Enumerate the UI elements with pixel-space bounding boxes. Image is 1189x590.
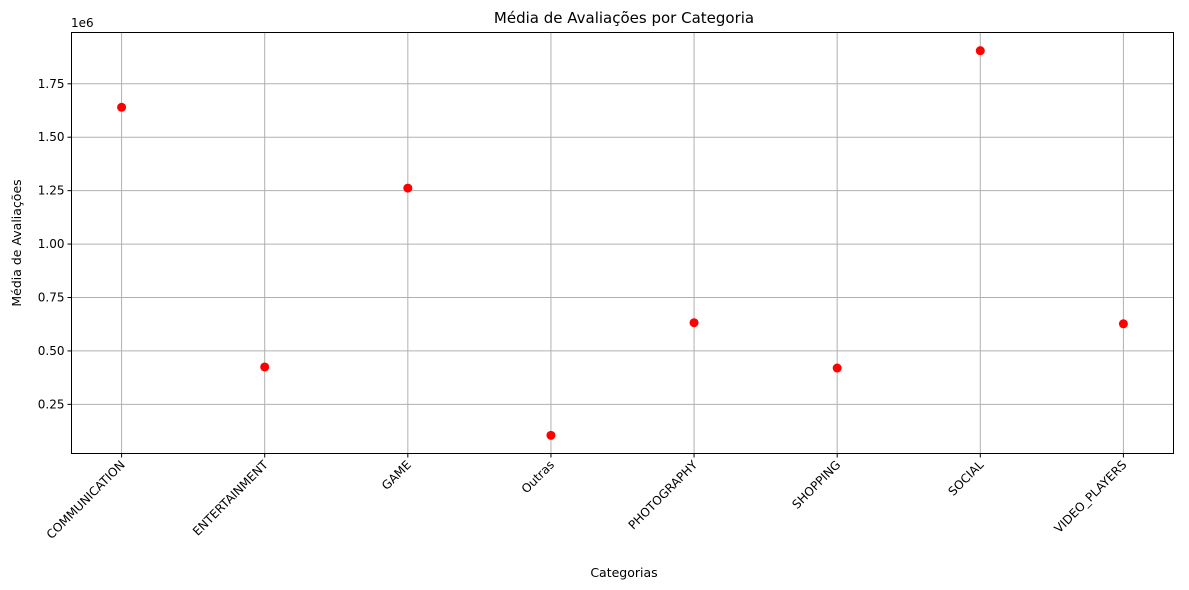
x-tick-label: GAME (379, 458, 414, 493)
x-tick-label: VIDEO_PLAYERS (1051, 458, 1129, 536)
data-point (403, 183, 413, 193)
x-tick-label: ENTERTAINMENT (190, 457, 271, 538)
y-tick-label: 0.75 (38, 290, 65, 304)
plot-frame (71, 32, 1174, 454)
y-tick-label: 0.50 (38, 344, 65, 358)
y-tick-label: 1.25 (38, 184, 65, 198)
chart-title: Média de Avaliações por Categoria (494, 9, 754, 27)
y-axis-label: Média de Avaliações (9, 179, 24, 306)
y-tick-label: 1.75 (38, 77, 65, 91)
x-tick-label: Outras (519, 458, 557, 496)
data-points (117, 46, 1128, 440)
data-point (832, 363, 842, 373)
x-tick-label: SHOPPING (789, 458, 843, 512)
y-tick-label: 1.50 (38, 130, 65, 144)
y-tick-label: 1.00 (38, 237, 65, 251)
x-tick-label: COMMUNICATION (44, 458, 128, 542)
y-axis-offset-label: 1e6 (71, 16, 94, 30)
grid-lines (71, 32, 1174, 454)
data-point (546, 430, 556, 440)
x-axis-label: Categorias (590, 565, 657, 580)
x-tick-label: SOCIAL (945, 457, 986, 498)
data-point (689, 318, 699, 328)
y-tick-label: 0.25 (38, 397, 65, 411)
data-point (1118, 319, 1128, 329)
x-axis-ticks: COMMUNICATION ENTERTAINMENT GAME Outras PHOT… (44, 453, 1130, 542)
data-point (975, 46, 985, 56)
data-point (117, 102, 127, 112)
y-axis-ticks: 0.25 0.50 0.75 1.00 1.25 1.50 1.75 (38, 77, 72, 411)
x-tick-label: PHOTOGRAPHY (626, 457, 701, 532)
data-point (260, 362, 270, 372)
